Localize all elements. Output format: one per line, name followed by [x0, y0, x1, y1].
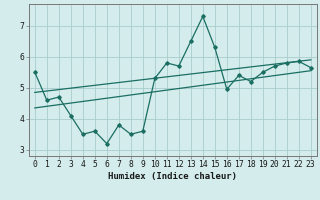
X-axis label: Humidex (Indice chaleur): Humidex (Indice chaleur) — [108, 172, 237, 181]
